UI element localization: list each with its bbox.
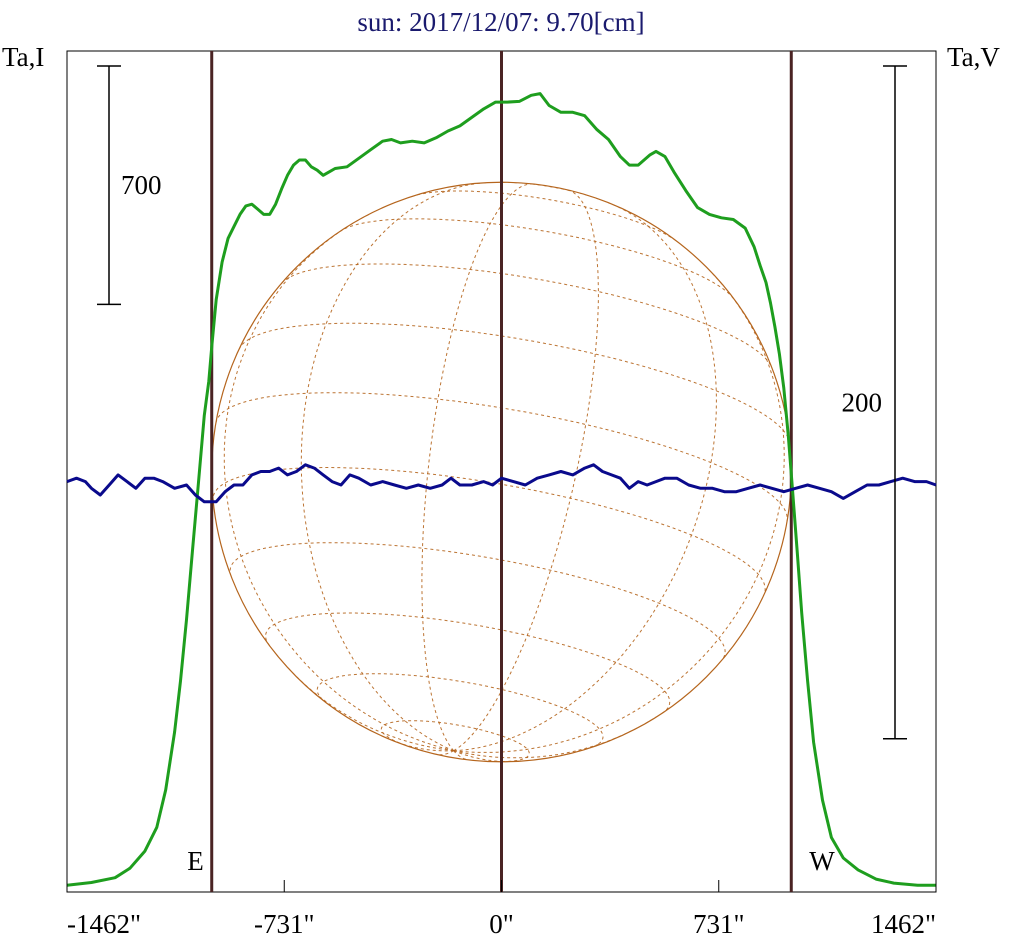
limb-marker-label: W <box>809 846 835 876</box>
latitude-line <box>380 720 530 762</box>
latitude-line <box>212 467 766 597</box>
x-tick-label: -731" <box>254 909 315 939</box>
longitude-line <box>435 750 454 756</box>
latitude-line <box>501 182 598 200</box>
latitude-line <box>215 392 788 522</box>
limb-marker-label: E <box>187 846 204 876</box>
longitude-line <box>453 272 785 753</box>
longitude-line <box>300 182 491 752</box>
longitude-line <box>223 213 454 752</box>
longitude-line <box>453 189 599 752</box>
series-line-ta-i <box>66 92 936 887</box>
latitude-line <box>238 322 791 445</box>
series-line-ta-v <box>66 463 937 504</box>
left-axis-label: Ta,I <box>2 42 44 72</box>
x-tick-label: 0" <box>489 909 514 939</box>
longitude-line <box>453 716 657 759</box>
latitude-line <box>316 673 604 749</box>
scale-bars: 700 200 <box>97 65 907 740</box>
longitude-line <box>453 202 717 752</box>
latitude-line <box>281 263 773 368</box>
chart-title: sun: 2017/12/07: 9.70[cm] <box>357 7 644 37</box>
x-tick-label: 1462" <box>871 909 936 939</box>
x-tick-label: 731" <box>693 909 745 939</box>
scale-bar-label: 200 <box>842 387 883 417</box>
latitude-line <box>339 218 735 300</box>
latitude-line <box>411 190 679 243</box>
x-tick-label: -1462" <box>67 909 141 939</box>
series-lines <box>66 92 937 887</box>
scale-bar-label: 700 <box>121 170 162 200</box>
right-axis-label: Ta,V <box>947 42 1000 72</box>
longitude-line <box>421 183 535 752</box>
latitude-line <box>265 612 671 714</box>
longitude-line <box>273 650 454 752</box>
longitude-line <box>387 737 454 752</box>
longitude-line <box>453 750 521 762</box>
latitude-line <box>229 542 726 661</box>
x-axis-ticks: -1462" -731" 0" 731" 1462" <box>66 880 937 939</box>
